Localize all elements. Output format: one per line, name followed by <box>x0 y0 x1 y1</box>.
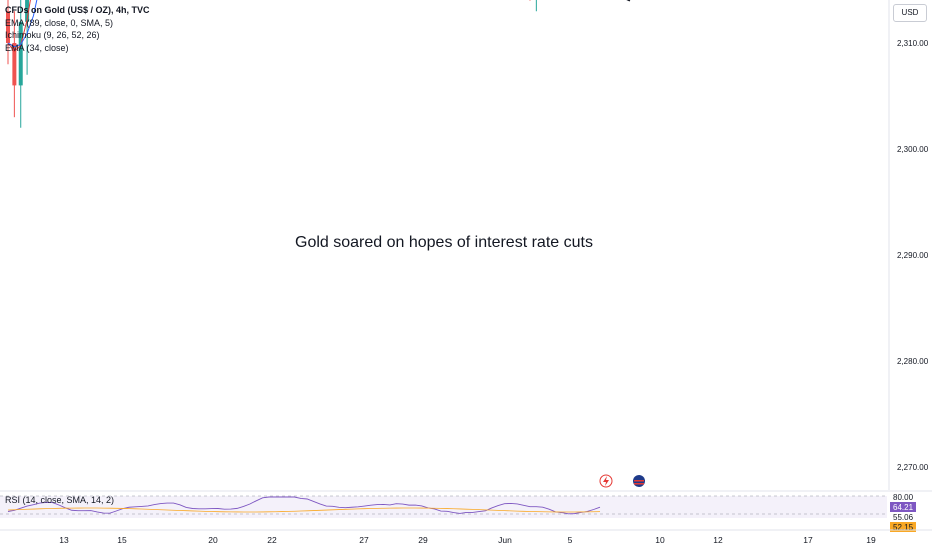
y-tick-label: 2,280.00 <box>897 357 929 366</box>
rsi-legend[interactable]: RSI (14, close, SMA, 14, 2) <box>5 495 115 505</box>
candle <box>6 11 10 43</box>
y-tick-label: 2,300.00 <box>897 145 929 154</box>
rsi-value-label: 52.15 <box>893 523 914 532</box>
x-tick-label: 13 <box>59 535 69 545</box>
y-tick-label: 2,310.00 <box>897 39 929 48</box>
x-tick-label: 29 <box>418 535 428 545</box>
x-tick-label: 15 <box>117 535 127 545</box>
y-tick-label: 2,290.00 <box>897 251 929 260</box>
x-tick-label: 22 <box>267 535 277 545</box>
rsi-value-box <box>890 492 916 502</box>
x-tick-label: 19 <box>866 535 876 545</box>
rsi-value-box <box>890 512 916 522</box>
x-tick-label: 17 <box>803 535 813 545</box>
rsi-line <box>7 496 601 515</box>
support-trendline <box>626 0 631 2</box>
candle <box>25 0 30 22</box>
legend-ichimoku[interactable]: Ichimoku (9, 26, 52, 26) <box>5 30 100 40</box>
rsi-value-box <box>890 502 916 512</box>
x-tick-label: 27 <box>359 535 369 545</box>
symbol-title[interactable]: CFDs on Gold (US$ / OZ), 4h, TVC <box>5 5 150 15</box>
lightning-glyph <box>603 476 609 486</box>
rsi-value-label: 80.00 <box>893 493 914 502</box>
legend-ema34[interactable]: EMA (34, close) <box>5 42 69 53</box>
rsi-value-label: 55.06 <box>893 513 914 522</box>
legend-ema89[interactable]: EMA (89, close, 0, SMA, 5) <box>5 17 114 28</box>
x-tick-label: 10 <box>655 535 665 545</box>
headline-annotation: Gold soared on hopes of interest rate cu… <box>295 234 593 251</box>
x-tick-label: 5 <box>568 535 573 545</box>
x-tick-label: 20 <box>208 535 218 545</box>
flag-stripe <box>634 483 644 485</box>
x-tick-label: Jun <box>498 535 512 545</box>
currency-button[interactable]: USD <box>893 4 927 22</box>
x-tick-label: 12 <box>713 535 723 545</box>
rsi-sma-line <box>7 507 601 513</box>
indicator-legend: CFDs on Gold (US$ / OZ), 4h, TVC EMA (89… <box>5 4 150 54</box>
rsi-value-box <box>890 522 916 532</box>
flag-stripe <box>634 480 644 482</box>
rsi-band <box>0 496 887 518</box>
candle <box>12 43 17 86</box>
candle <box>18 21 23 86</box>
y-tick-label: 2,270.00 <box>897 463 929 472</box>
rsi-value-label: 64.21 <box>893 503 914 512</box>
